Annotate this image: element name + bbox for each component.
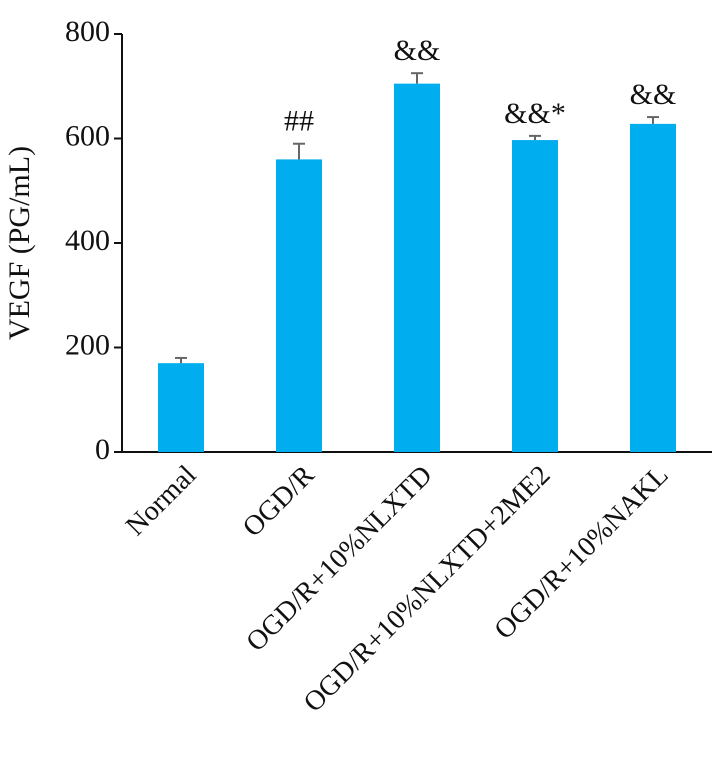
y-tick-label: 200 bbox=[65, 328, 110, 361]
annotation: && bbox=[630, 78, 677, 111]
y-tick-label: 800 bbox=[65, 15, 110, 48]
x-tick-label: OGD/R bbox=[237, 459, 321, 543]
y-tick-label: 600 bbox=[65, 119, 110, 152]
y-tick-label: 0 bbox=[95, 433, 110, 466]
annotation: && bbox=[394, 34, 441, 67]
annotation: &&* bbox=[504, 97, 566, 130]
y-axis-label: VEGF (PG/mL) bbox=[3, 146, 36, 340]
annotation: ## bbox=[284, 105, 314, 138]
y-tick-label: 400 bbox=[65, 224, 110, 257]
bar bbox=[276, 159, 322, 452]
x-tick-label: OGD/R+10%NLXTD+2ME2 bbox=[298, 460, 557, 719]
bar bbox=[512, 140, 558, 452]
bar bbox=[630, 123, 676, 453]
x-tick-label: Normal bbox=[120, 459, 203, 542]
bar bbox=[394, 83, 440, 452]
bar bbox=[158, 363, 204, 452]
